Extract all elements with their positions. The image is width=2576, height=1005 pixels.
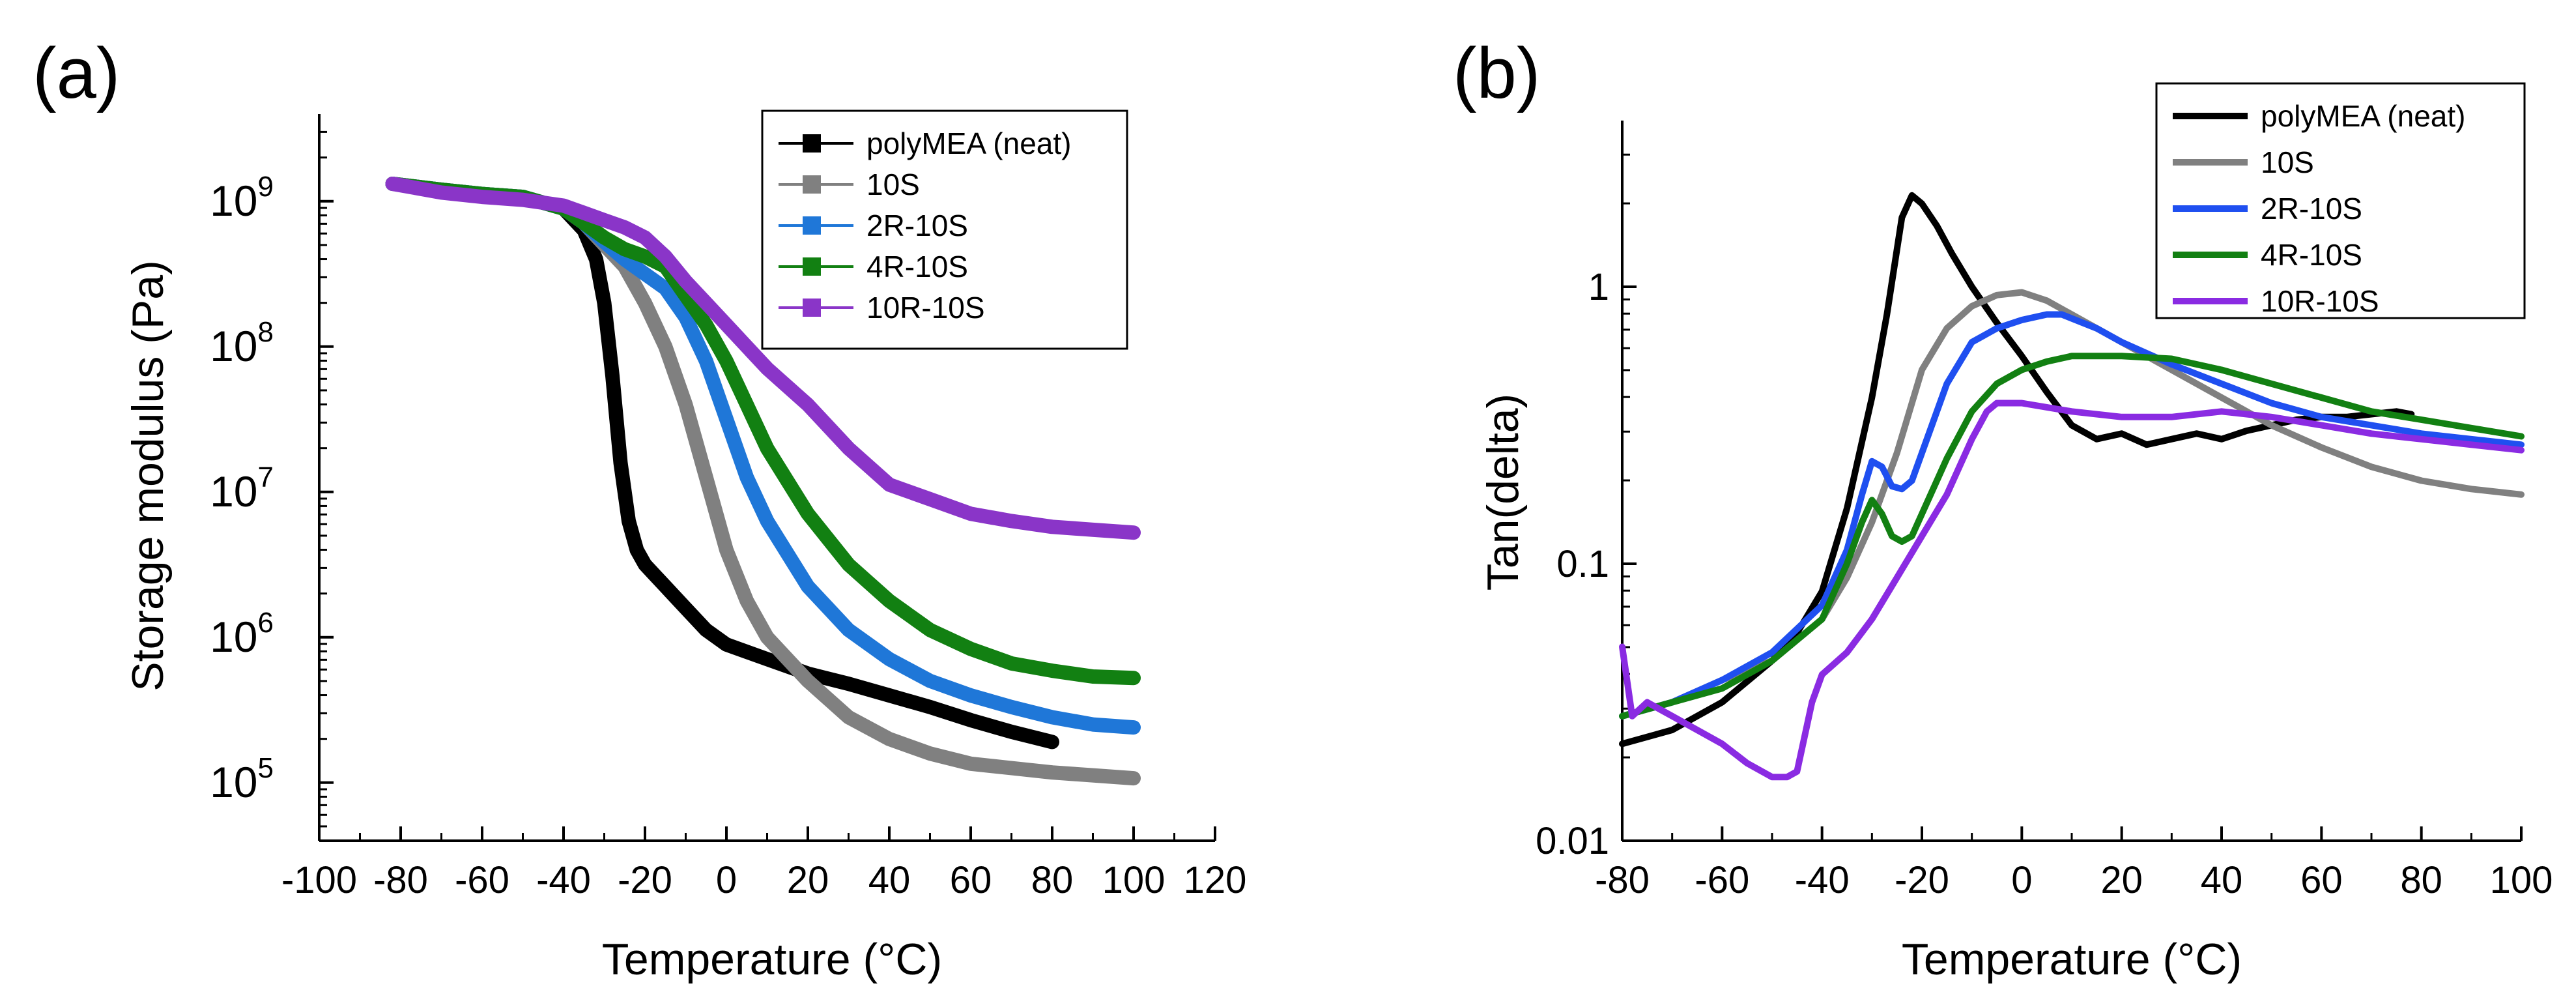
y-tick-label: 107 [210,461,274,516]
x-tick-label: -100 [281,859,357,901]
x-tick-label: 60 [950,859,992,901]
legend-label: 2R-10S [866,209,968,242]
legend-marker [803,299,821,317]
panel-b-legend: polyMEA (neat) 10S 2R-10S 4R-10S 10R-10S [2155,82,2526,319]
x-tick-label: 80 [1031,859,1074,901]
series-line-2r-10s [1619,311,2525,720]
series-line-10r-10s [385,177,1141,540]
legend-label: polyMEA (neat) [2261,99,2465,133]
legend-label: 4R-10S [866,250,968,284]
panel-a-legend: polyMEA (neat) 10S 2R-10S 4R-10S 10R-10S [761,109,1128,350]
x-tick-label: 20 [2100,859,2143,901]
legend-marker [803,257,821,276]
x-tick-label: -40 [1795,859,1850,901]
panel-b-tan-delta-chart: (b) -80 -60 -40 -20 0 20 40 60 80 100 0.01 0.1 1 pol… [1453,33,2553,984]
y-tick-label: 108 [210,316,274,370]
x-tick-label: -60 [455,859,509,901]
y-tick-label: 1 [1588,266,1609,308]
series-line-4r-10s [1619,353,2525,720]
x-tick-label: 0 [716,859,737,901]
y-tick-label: 106 [210,607,274,661]
x-tick-label: 20 [787,859,829,901]
x-tick-label: -40 [536,859,591,901]
x-tick-label: 40 [2201,859,2243,901]
y-tick-label: 109 [210,171,274,225]
panel-b-axes: -80 -60 -40 -20 0 20 40 60 80 100 0.01 0.1 1 [1536,121,2553,901]
legend-label: 10S [2261,145,2314,179]
x-tick-label: 60 [2300,859,2343,901]
panel-a-x-axis-title: Temperature (°C) [602,935,942,984]
legend-marker [803,216,821,235]
x-tick-label: -80 [1595,859,1650,901]
legend-label: polyMEA (neat) [866,126,1071,160]
x-tick-label: -20 [618,859,672,901]
legend-box [761,109,1128,350]
panel-a-label: (a) [33,33,120,113]
y-tick-label: 105 [210,752,274,806]
legend-label: 10R-10S [866,291,985,325]
legend-label: 10R-10S [2261,284,2379,318]
legend-label: 4R-10S [2261,238,2362,272]
panel-a-series-group [385,177,1141,786]
panel-b-series-group [1619,192,2525,781]
panel-b-y-axis-title: Tan(delta) [1478,394,1528,590]
panel-a-storage-modulus-chart: (a) -100 -80 -60 -40 -20 0 20 40 60 80 100 120 105 10… [33,33,1246,984]
x-tick-label: 40 [868,859,911,901]
legend-marker [803,175,821,194]
panel-b-x-axis-title: Temperature (°C) [1902,935,2242,984]
x-tick-label: -80 [373,859,428,901]
y-tick-label: 0.01 [1536,820,1609,862]
panel-b-label: (b) [1453,33,1540,113]
x-tick-label: -20 [1895,859,1949,901]
legend-box [2155,82,2526,319]
panel-a-y-axis-title: Storage modulus (Pa) [123,260,173,691]
panel-a-axes: -100 -80 -60 -40 -20 0 20 40 60 80 100 120 105 106 107… [210,114,1246,901]
x-tick-label: 100 [1102,859,1166,901]
x-tick-label: 80 [2400,859,2442,901]
x-tick-label: 100 [2490,859,2553,901]
x-tick-label: -60 [1695,859,1749,901]
legend-label: 10S [866,168,920,201]
legend-label: 2R-10S [2261,192,2362,226]
x-tick-label: 0 [2011,859,2032,901]
x-tick-label: 120 [1184,859,1247,901]
legend-marker [803,134,821,153]
series-line-10r-10s [1619,400,2525,781]
y-tick-label: 0.1 [1556,543,1609,585]
